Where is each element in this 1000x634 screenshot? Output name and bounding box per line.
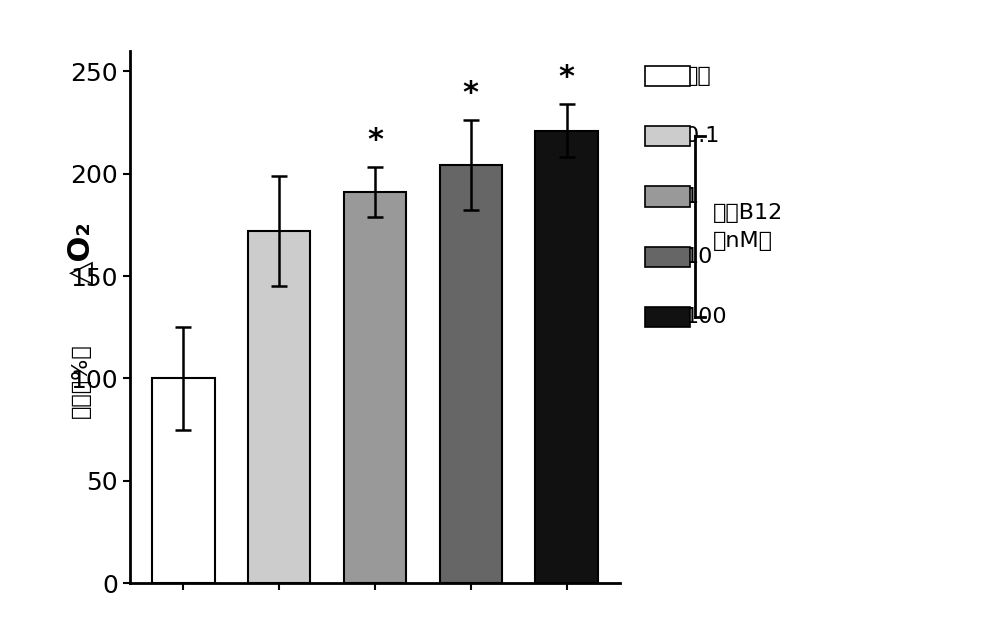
Text: △O₂: △O₂	[66, 222, 96, 285]
Text: （对照%）: （对照%）	[71, 344, 91, 418]
Text: 对照: 对照	[685, 66, 712, 86]
Text: *: *	[463, 79, 479, 108]
Text: *: *	[367, 126, 383, 155]
Bar	[152, 378, 215, 583]
Bar	[248, 231, 310, 583]
Bar	[440, 165, 502, 583]
Text: 100: 100	[685, 307, 728, 327]
Bar	[535, 131, 598, 583]
Text: 腊苷B12
（nM）: 腊苷B12 （nM）	[713, 203, 783, 250]
Bar	[344, 192, 406, 583]
Text: *: *	[559, 63, 575, 92]
Text: 10: 10	[685, 247, 713, 267]
Text: 0.1: 0.1	[685, 126, 720, 146]
Text: 1: 1	[685, 186, 699, 207]
